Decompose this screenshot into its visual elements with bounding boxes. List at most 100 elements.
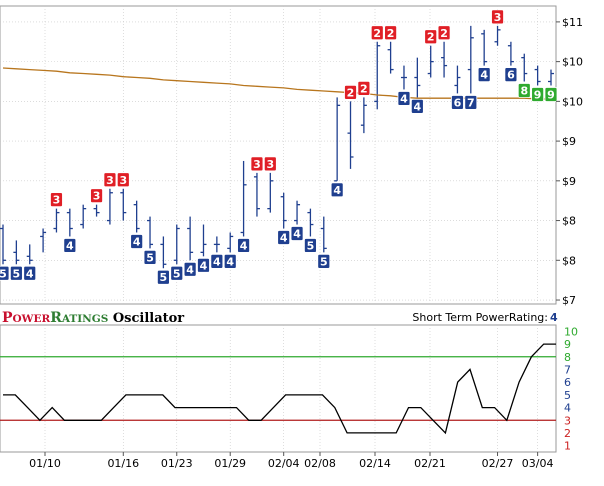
rating-badge-box (464, 95, 478, 110)
rating-badge-box (63, 238, 77, 253)
rating-badge-box (384, 25, 398, 41)
ohlc-bar (173, 224, 180, 265)
date-tick-label: 01/29 (214, 457, 246, 470)
oscillator-grid (0, 324, 557, 453)
rating-badge-label: 4 (213, 255, 221, 268)
rating-badge: 4 (210, 253, 224, 269)
oscillator-tick-label: 7 (564, 363, 571, 376)
rating-badge-label: 4 (414, 100, 422, 113)
oscillator-header: POWERRATINGS Oscillator Short Term Power… (2, 310, 558, 326)
rating-badge: 4 (63, 238, 77, 253)
ohlc-bar (387, 41, 394, 74)
price-axis: $11 $10 $10 $9 $9 $8 $8 $7 (556, 16, 583, 307)
rating-badge: 3 (103, 172, 117, 188)
ohlc-bar (0, 224, 6, 265)
rating-badge: 2 (370, 25, 384, 41)
rating-badge-label: 4 (480, 69, 488, 82)
price-tick-label: $10 (562, 95, 583, 108)
rating-badge: 3 (116, 172, 130, 188)
date-tick-label: 02/04 (268, 457, 300, 470)
ohlc-bar (66, 208, 73, 237)
price-tick-label: $8 (562, 254, 576, 267)
rating-badge-box (277, 230, 291, 245)
rating-badge: 9 (531, 87, 545, 102)
ohlc-bar (227, 232, 234, 253)
rating-badge-box (330, 182, 344, 198)
ohlc-bar (147, 216, 154, 249)
rating-badge: 2 (344, 84, 357, 100)
ohlc-bar (253, 172, 260, 217)
rating-badge: 5 (9, 265, 23, 281)
oscillator-tick-label: 10 (564, 325, 578, 338)
rating-badge: 3 (90, 188, 103, 204)
rating-badge-box (437, 25, 451, 41)
ohlc-bar (280, 192, 287, 229)
ohlc-bar (26, 244, 33, 265)
rating-badge: 5 (304, 238, 317, 253)
oscillator-tick-label: 1 (564, 440, 571, 453)
rating-badge-label: 5 (0, 267, 7, 280)
rating-badge-box (344, 84, 357, 100)
rating-badge-box (397, 91, 411, 106)
brand-p: POWERRATINGS Oscillator (2, 310, 184, 326)
ohlc-bar (213, 236, 220, 253)
rating-badge-box (250, 156, 264, 172)
rating-badge-label: 3 (266, 158, 274, 171)
brand-atings: ATINGS (61, 313, 108, 325)
rating-badge-label: 9 (534, 88, 542, 101)
ohlc-bar (494, 25, 501, 46)
rating-badge-label: 2 (373, 27, 381, 40)
rating-badge: 4 (410, 98, 424, 114)
rating-badge-label: 2 (360, 82, 368, 95)
ohlc-bar (441, 41, 448, 78)
rating-badge-box (50, 192, 63, 208)
brand-letter-p: P (2, 310, 13, 326)
rating-badge-box (410, 98, 424, 114)
oscillator-line (3, 343, 556, 435)
rating-badge: 2 (437, 25, 451, 41)
brand-ower: OWER (13, 313, 51, 325)
rating-badge-label: 4 (200, 259, 208, 272)
date-tick-label: 02/21 (414, 457, 446, 470)
rating-badge-label: 5 (320, 255, 328, 268)
rating-badge-label: 4 (333, 184, 341, 197)
rating-badge: 9 (544, 87, 558, 102)
rating-badge: 2 (384, 25, 398, 41)
rating-badge-label: 3 (53, 194, 61, 207)
rating-badge-label: 4 (240, 239, 248, 252)
rating-badge-box (263, 156, 277, 172)
rating-badge: 3 (50, 192, 63, 208)
rating-badge-label: 7 (467, 96, 475, 109)
rating-badge-box (183, 261, 197, 277)
rating-badge: 4 (130, 234, 144, 249)
rating-badge: 4 (183, 261, 197, 277)
rating-badge-box (90, 188, 103, 204)
moving-average-line (2, 67, 551, 100)
oscillator-tick-label: 9 (564, 338, 571, 351)
price-tick-label: $10 (562, 56, 583, 69)
short-term-rating-value: 4 (550, 311, 558, 324)
ohlc-bar (133, 200, 140, 233)
oscillator-frame (0, 324, 557, 453)
rating-badge: 5 (170, 265, 184, 281)
date-tick-label: 01/10 (29, 457, 61, 470)
rating-badge: 4 (290, 226, 304, 241)
ohlc-bar (454, 65, 461, 94)
rating-badge-label: 3 (106, 174, 114, 187)
rating-badge-label: 4 (400, 92, 408, 105)
ohlc-bar (400, 65, 407, 90)
rating-badge-box (304, 238, 317, 253)
ohlc-bar (534, 65, 541, 86)
brand-letter-r: R (50, 310, 62, 326)
date-tick-label: 02/14 (359, 457, 391, 470)
rating-badge-label: 6 (507, 69, 515, 82)
ohlc-bar (548, 69, 554, 86)
rating-badge: 4 (330, 182, 344, 198)
rating-badge: 3 (491, 9, 504, 25)
ohlc-bar (160, 236, 167, 269)
rating-badge: 4 (223, 253, 237, 269)
rating-badge-box (517, 83, 531, 98)
rating-badge-box (116, 172, 130, 188)
rating-badge: 4 (477, 67, 491, 82)
